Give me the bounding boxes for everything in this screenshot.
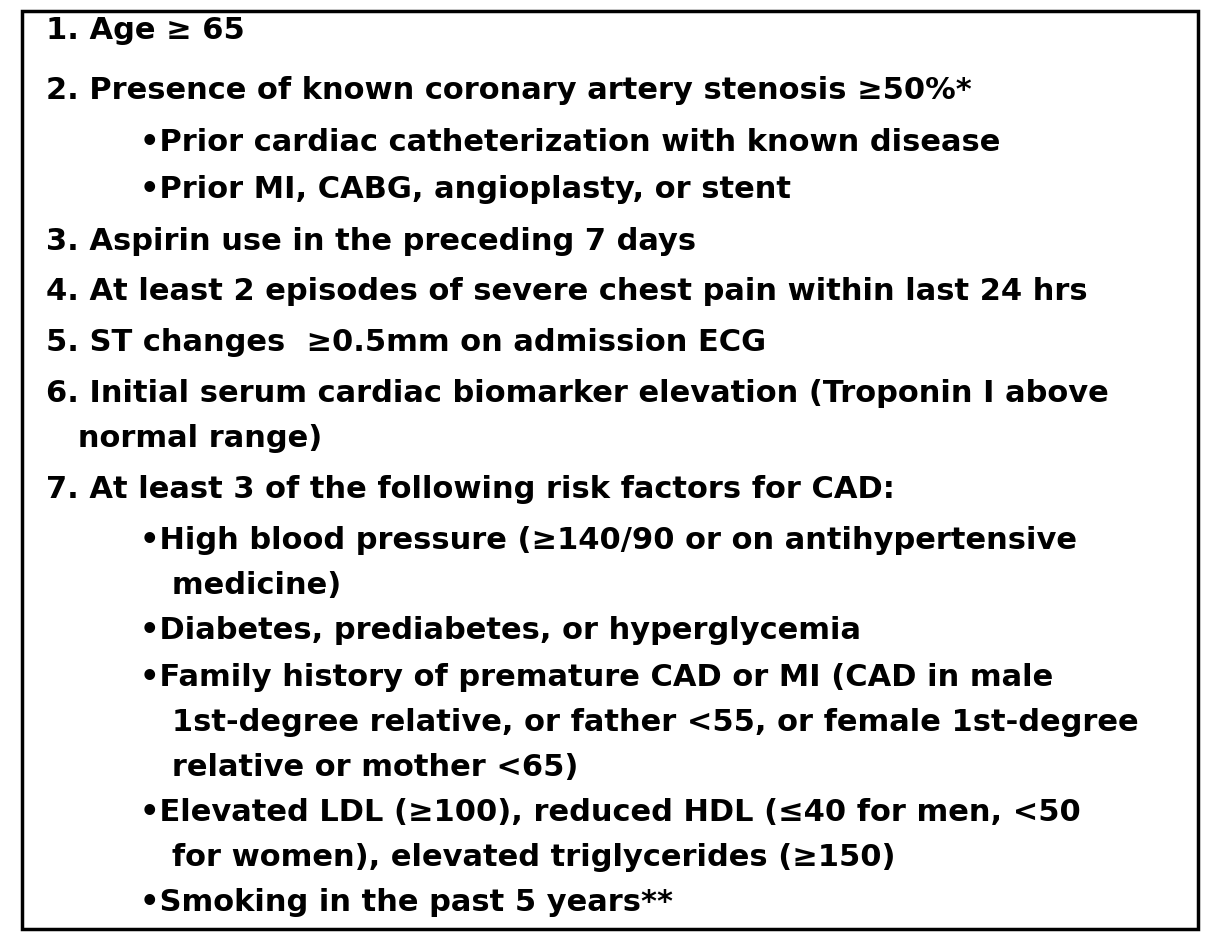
Text: for women), elevated triglycerides (≥150): for women), elevated triglycerides (≥150… <box>140 843 895 872</box>
FancyBboxPatch shape <box>22 11 1198 929</box>
Text: normal range): normal range) <box>46 424 322 453</box>
Text: 4. At least 2 episodes of severe chest pain within last 24 hrs: 4. At least 2 episodes of severe chest p… <box>46 277 1088 306</box>
Text: 1. Age ≥ 65: 1. Age ≥ 65 <box>46 16 245 45</box>
Text: 3. Aspirin use in the preceding 7 days: 3. Aspirin use in the preceding 7 days <box>46 227 697 256</box>
Text: •Diabetes, prediabetes, or hyperglycemia: •Diabetes, prediabetes, or hyperglycemia <box>140 616 861 645</box>
Text: •Family history of premature CAD or MI (CAD in male: •Family history of premature CAD or MI (… <box>140 663 1054 692</box>
Text: 1st-degree relative, or father <55, or female 1st-degree: 1st-degree relative, or father <55, or f… <box>140 708 1139 737</box>
Text: •Elevated LDL (≥100), reduced HDL (≤40 for men, <50: •Elevated LDL (≥100), reduced HDL (≤40 f… <box>140 798 1081 827</box>
Text: •Smoking in the past 5 years**: •Smoking in the past 5 years** <box>140 888 673 917</box>
Text: •High blood pressure (≥140/90 or on antihypertensive: •High blood pressure (≥140/90 or on anti… <box>140 525 1077 555</box>
Text: relative or mother <65): relative or mother <65) <box>140 753 578 782</box>
Text: 6. Initial serum cardiac biomarker elevation (Troponin I above: 6. Initial serum cardiac biomarker eleva… <box>46 379 1109 408</box>
Text: 5. ST changes  ≥0.5mm on admission ECG: 5. ST changes ≥0.5mm on admission ECG <box>46 328 766 357</box>
Text: •Prior cardiac catheterization with known disease: •Prior cardiac catheterization with know… <box>140 128 1000 157</box>
Text: •Prior MI, CABG, angioplasty, or stent: •Prior MI, CABG, angioplasty, or stent <box>140 175 792 204</box>
Text: 2. Presence of known coronary artery stenosis ≥50%*: 2. Presence of known coronary artery ste… <box>46 76 972 105</box>
Text: medicine): medicine) <box>140 571 342 600</box>
Text: 7. At least 3 of the following risk factors for CAD:: 7. At least 3 of the following risk fact… <box>46 475 895 504</box>
